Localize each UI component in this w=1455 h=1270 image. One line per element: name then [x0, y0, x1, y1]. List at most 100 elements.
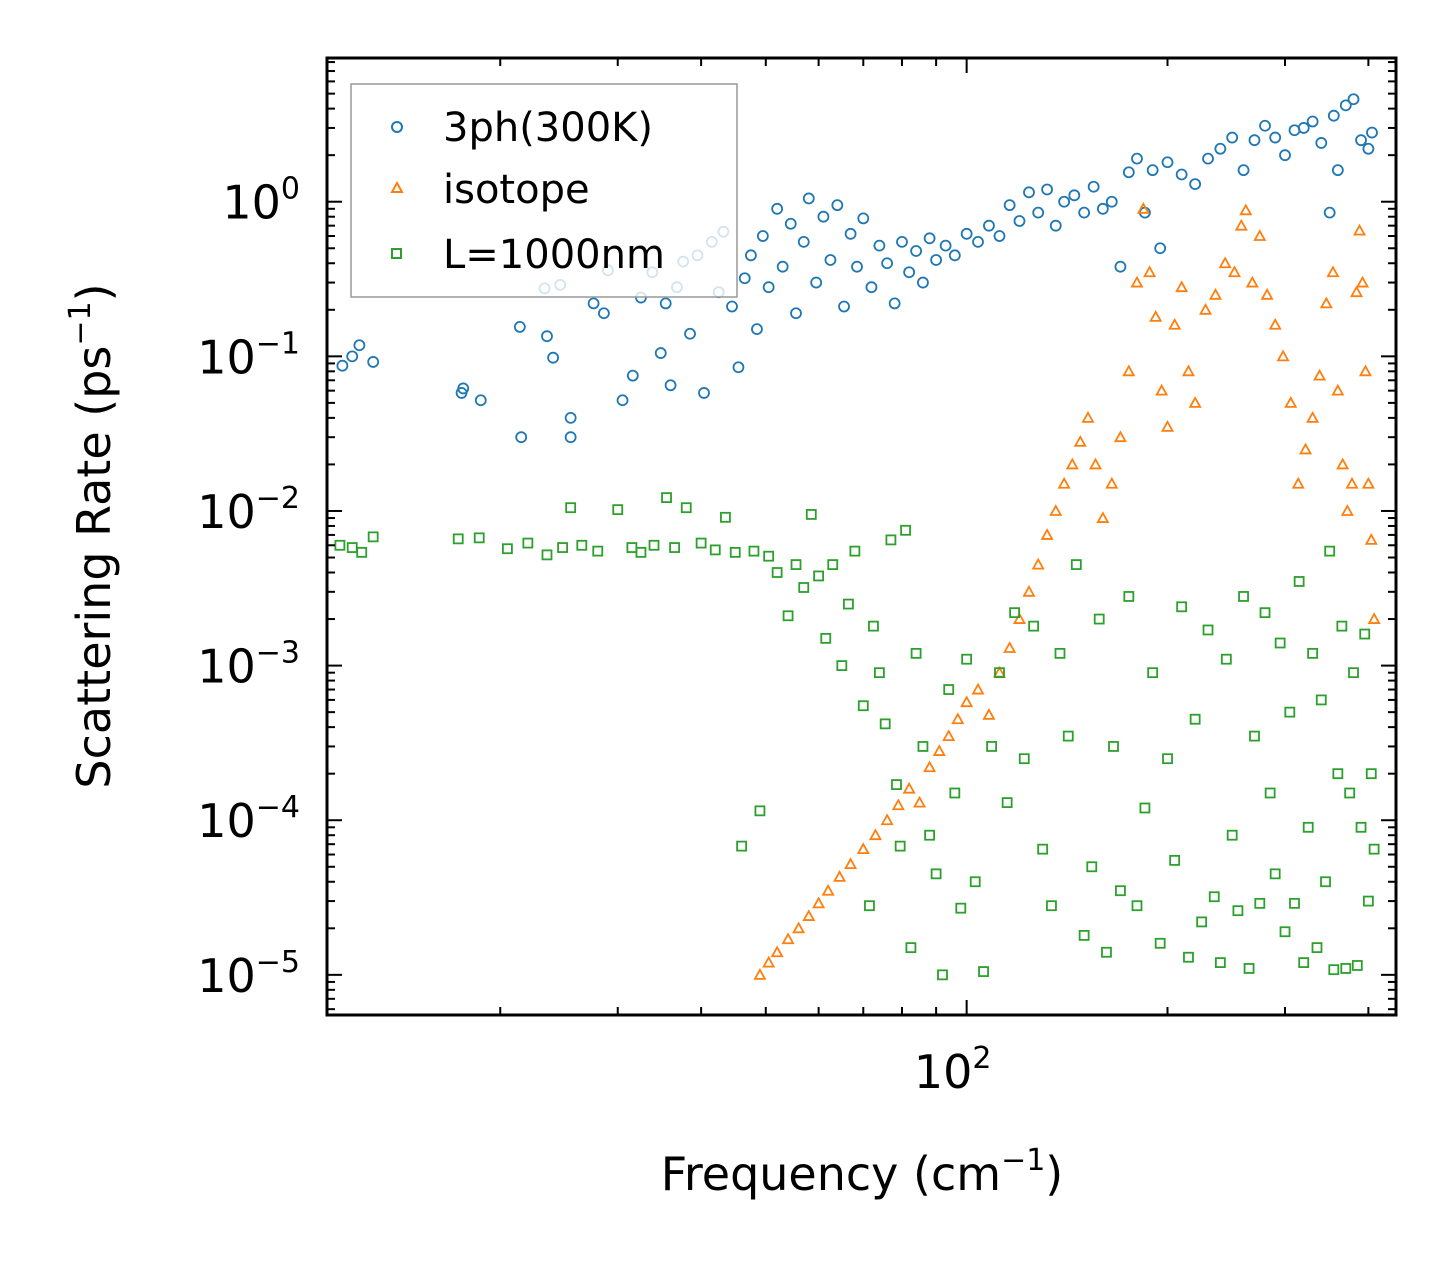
data-point: [334, 539, 346, 551]
data-point: [817, 210, 830, 223]
data-point: [1362, 142, 1375, 155]
data-point: [905, 942, 917, 954]
data-point: [1361, 476, 1375, 489]
data-point: [1154, 937, 1166, 949]
data-point: [1054, 647, 1066, 659]
data-point: [1351, 960, 1363, 971]
data-point: [851, 260, 863, 273]
data-point: [1070, 559, 1082, 570]
data-point: [1001, 797, 1013, 809]
data-point: [1049, 219, 1062, 232]
data-point: [1323, 206, 1336, 219]
data-point: [1340, 963, 1352, 974]
data-point: [695, 537, 707, 549]
data-point: [1268, 317, 1282, 330]
data-point: [831, 199, 844, 212]
data-point: [612, 504, 624, 516]
data-point: [597, 307, 610, 320]
data-point: [661, 492, 672, 504]
data-point: [885, 534, 897, 546]
data-point: [1355, 821, 1367, 833]
data-point: [751, 323, 763, 336]
data-point: [827, 559, 839, 570]
data-point: [1245, 275, 1259, 288]
data-point: [1198, 302, 1213, 315]
data-point: [838, 300, 850, 313]
data-point: [1115, 885, 1126, 897]
data-point: [720, 511, 731, 523]
data-point: [1202, 624, 1214, 636]
data-point: [790, 559, 802, 570]
data-point: [969, 876, 981, 888]
data-point: [1302, 821, 1314, 833]
data-point: [502, 543, 513, 555]
x-axis-label: Frequency (cm−1): [661, 1143, 1064, 1201]
data-point: [1226, 131, 1239, 144]
data-point: [1339, 99, 1352, 112]
legend-item-3ph: 3ph(300K): [391, 105, 653, 151]
data-point: [790, 307, 802, 320]
data-point: [1324, 545, 1336, 557]
data-point: [1088, 457, 1103, 470]
data-point: [1041, 183, 1054, 196]
data-point: [943, 684, 955, 695]
data-point: [939, 239, 952, 252]
data-point: [891, 779, 902, 790]
data-point: [797, 235, 810, 248]
data-point: [1123, 591, 1135, 602]
data-point: [902, 781, 916, 794]
data-point: [1254, 897, 1266, 909]
data-point: [745, 249, 757, 262]
data-point: [1037, 843, 1049, 855]
data-point: [1136, 201, 1150, 214]
data-point: [873, 667, 885, 679]
y-axis-label: Scattering Rate (ps−1): [63, 283, 121, 788]
data-point: [1293, 576, 1305, 587]
data-point: [557, 542, 568, 553]
data-point: [1154, 242, 1167, 255]
data-point: [1214, 957, 1226, 969]
data-point: [1202, 152, 1214, 165]
data-point: [762, 955, 776, 968]
data-point: [698, 387, 710, 399]
data-point: [1297, 122, 1310, 134]
data-point: [1279, 149, 1291, 162]
data-point: [1028, 620, 1040, 632]
data-point: [1350, 285, 1364, 298]
data-point: [1176, 601, 1188, 613]
data-point: [736, 840, 748, 852]
data-point: [1009, 607, 1021, 619]
data-point: [1348, 667, 1359, 679]
data-point: [1078, 206, 1091, 219]
data-point: [1012, 612, 1027, 624]
data-point: [923, 760, 937, 773]
data-point: [1359, 628, 1371, 640]
data-point: [754, 805, 766, 817]
data-point: [616, 394, 629, 407]
data-point: [942, 729, 956, 741]
data-point: [367, 531, 379, 543]
data-point: [336, 359, 349, 372]
y-tick-label: 10−3: [197, 636, 300, 694]
x-tick-label: 102: [914, 1041, 992, 1099]
data-point: [1306, 115, 1319, 128]
y-tick-label: 10−1: [197, 326, 300, 384]
data-point: [900, 524, 911, 536]
data-point: [1086, 861, 1098, 873]
data-point: [1168, 317, 1182, 330]
data-point: [798, 582, 810, 593]
data-point: [1307, 647, 1319, 659]
data-point: [1358, 364, 1372, 377]
data-point: [879, 718, 891, 730]
data-point: [1306, 411, 1320, 423]
data-point: [1248, 134, 1261, 147]
data-point: [923, 232, 936, 245]
data-point: [1081, 411, 1095, 423]
data-point: [784, 217, 797, 230]
series-square: [334, 492, 1380, 981]
data-point: [564, 411, 577, 424]
data-point: [1226, 829, 1238, 841]
data-point: [868, 828, 882, 841]
data-point: [865, 281, 878, 294]
